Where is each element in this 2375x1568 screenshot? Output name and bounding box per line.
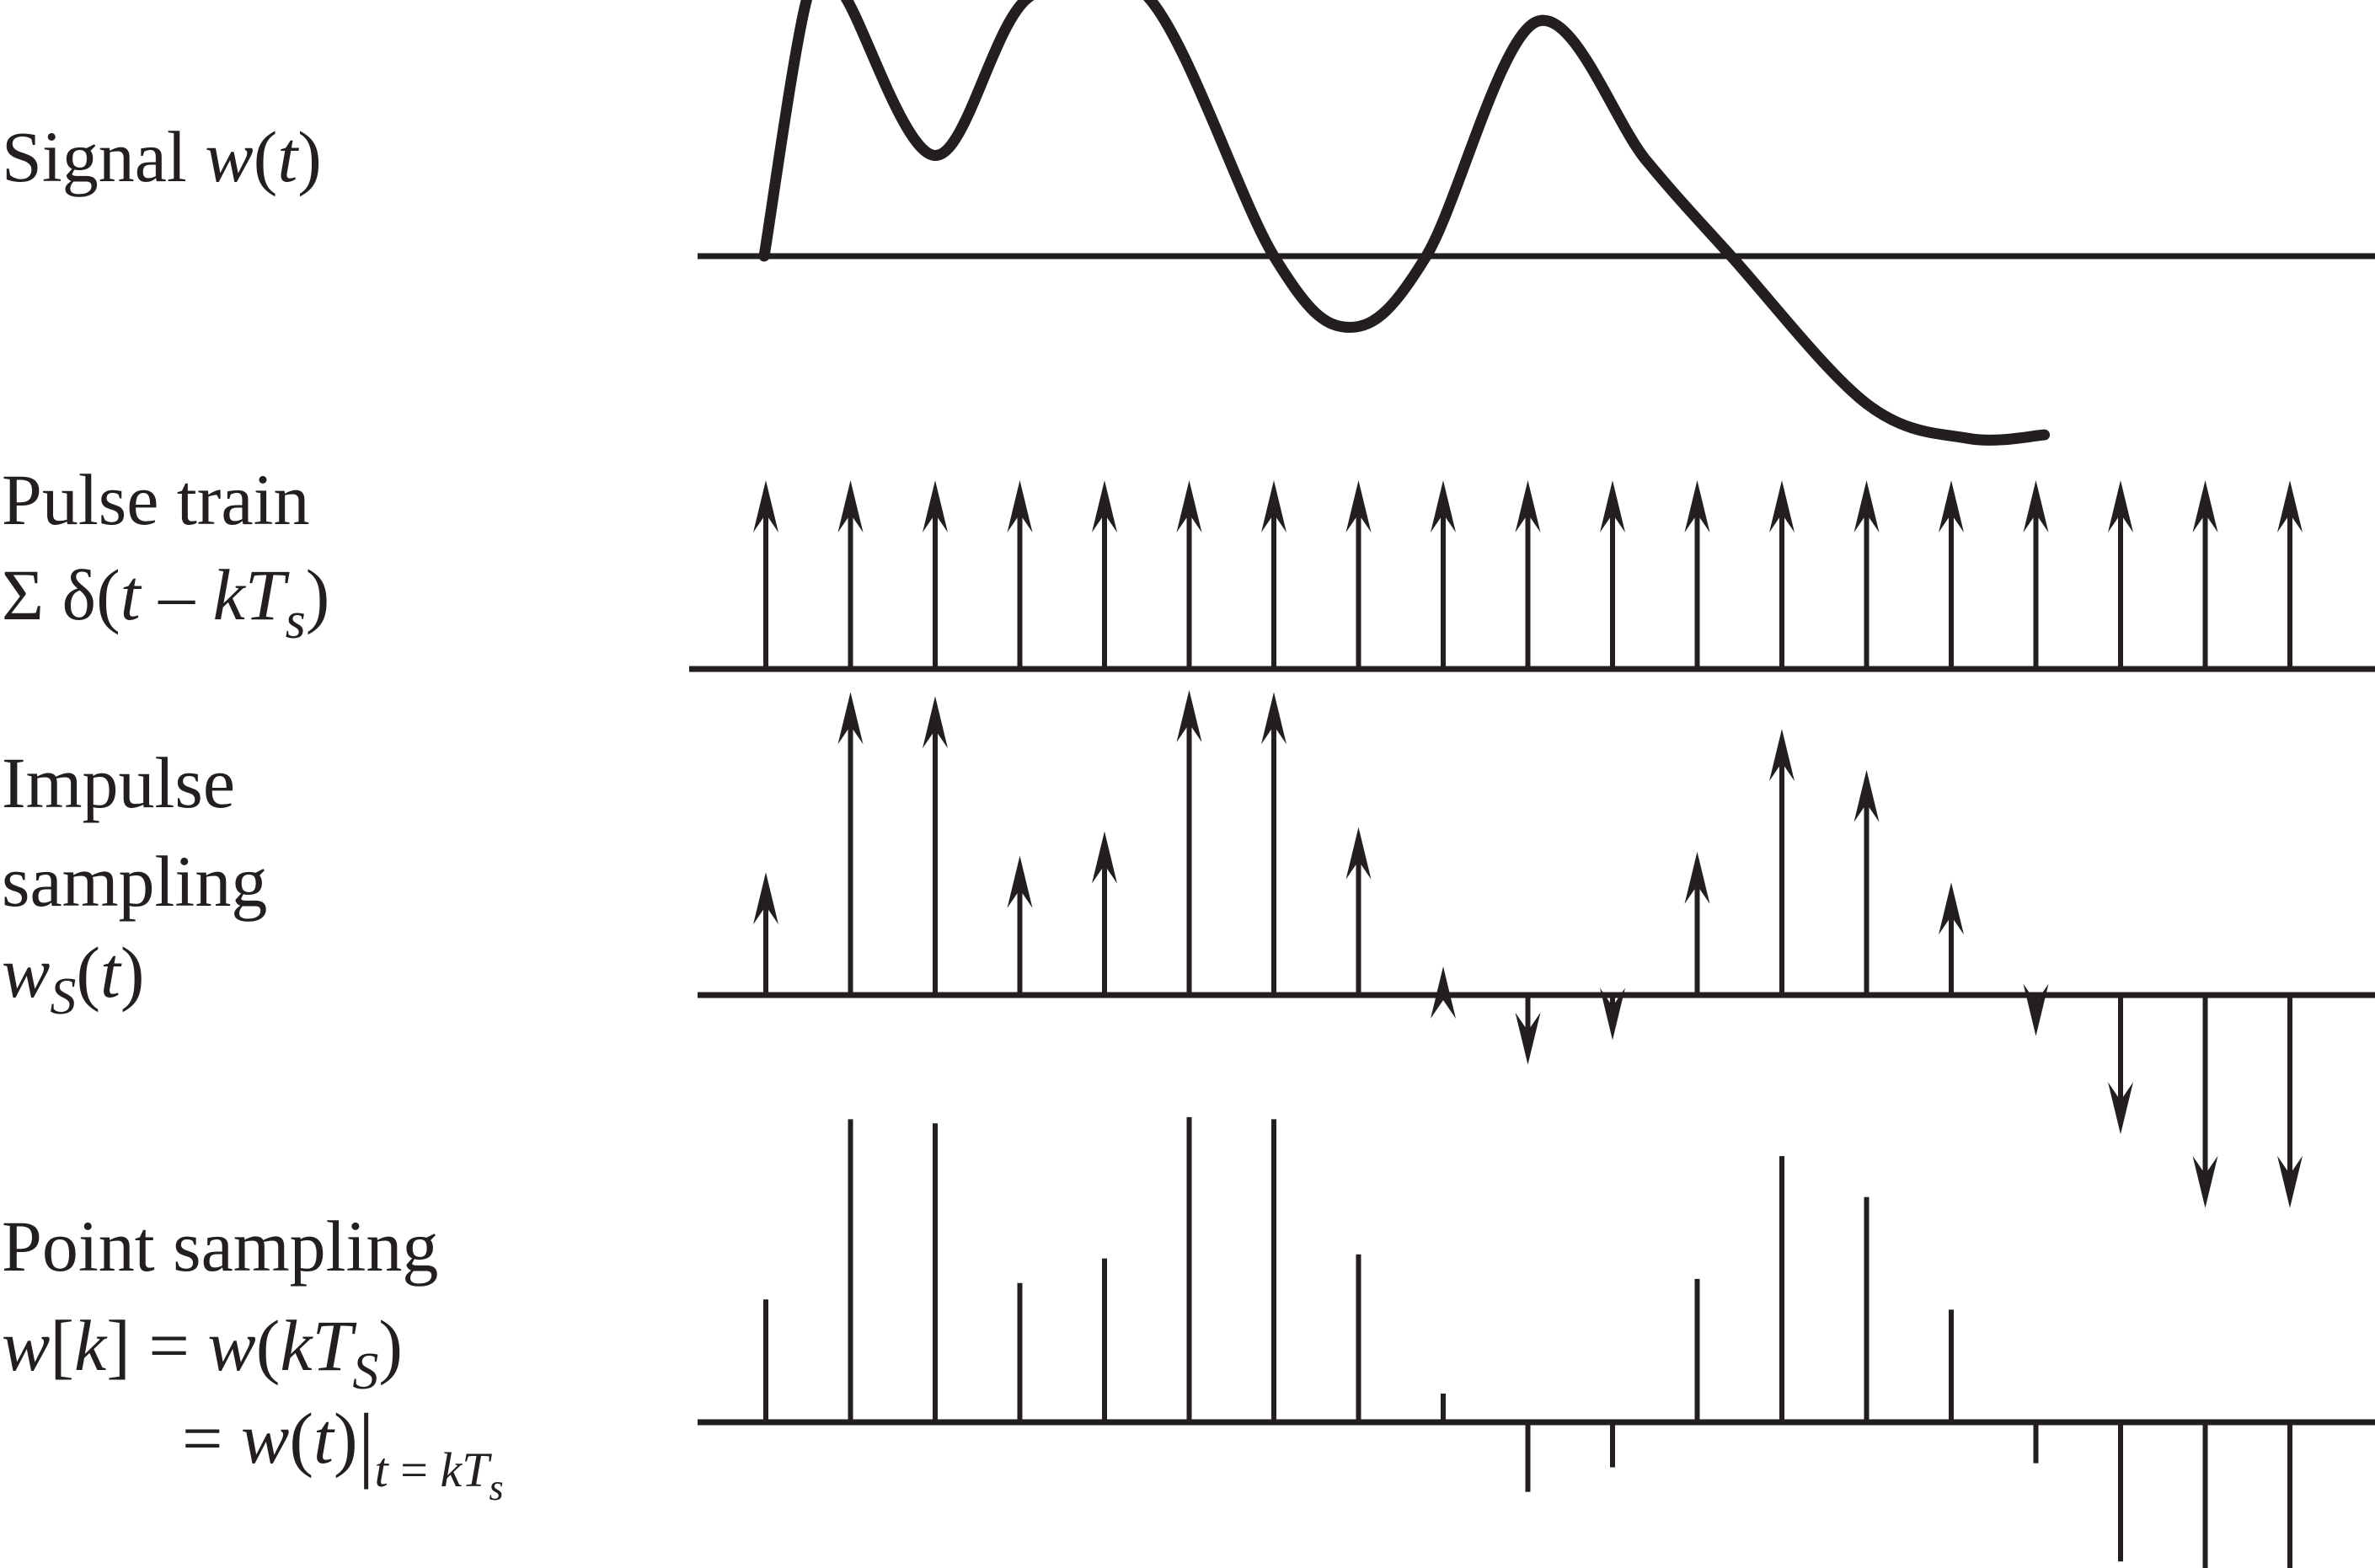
impulse-arrow — [1261, 692, 1286, 995]
pulse-row: Pulse train Σ δ(t – kTs) — [2, 459, 2375, 672]
impulse-arrow — [2023, 983, 2049, 1036]
impulse-arrow — [2108, 995, 2133, 1135]
point-label-line2: w[k] = w(kTS) — [2, 1305, 403, 1400]
signal-label: Signal w(t) — [2, 116, 322, 197]
pulse-label-line1: Pulse train — [2, 459, 309, 540]
impulse-arrow — [923, 696, 948, 995]
impulse-arrow — [2277, 995, 2303, 1208]
pulse-stems — [753, 480, 2303, 669]
pulse-arrow — [2108, 480, 2133, 669]
impulse-label-line1: Impulse — [2, 742, 235, 823]
impulse-label-line2: sampling — [2, 841, 267, 922]
pulse-arrow — [1853, 480, 1880, 669]
signal-row: Signal w(t) — [2, 0, 2375, 446]
pulse-arrow — [753, 480, 778, 669]
pulse-arrow — [923, 480, 948, 669]
pulse-arrow — [1176, 480, 1202, 669]
pulse-arrow — [2277, 480, 2303, 669]
impulse-arrow — [1684, 851, 1710, 995]
impulse-arrow — [1431, 966, 1456, 1019]
pulse-arrow — [1769, 480, 1795, 669]
pulse-arrow — [1600, 480, 1625, 669]
impulse-label-line3: wS(t) — [2, 932, 145, 1025]
pulse-arrow — [1431, 480, 1456, 669]
pulse-arrow — [2023, 480, 2049, 669]
impulse-stems — [753, 689, 2303, 1208]
point-stems — [763, 1116, 2292, 1568]
impulse-arrow — [1176, 689, 1202, 995]
impulse-arrow — [837, 692, 864, 995]
pulse-arrow — [1939, 480, 1964, 669]
impulse-arrow — [1853, 769, 1880, 995]
impulse-arrow — [1939, 882, 1964, 995]
impulse-arrow — [1769, 729, 1795, 995]
impulse-arrow — [1515, 995, 1541, 1065]
pulse-arrow — [1515, 480, 1541, 669]
point-label-line3: = w(t)|t = kTs — [182, 1396, 504, 1508]
impulse-arrow — [753, 872, 778, 995]
pulse-arrow — [1345, 480, 1372, 669]
pulse-label-line2: Σ δ(t – kTs) — [2, 554, 329, 650]
point-label-line1: Point sampling — [2, 1206, 438, 1287]
pulse-arrow — [2192, 480, 2218, 669]
impulse-arrow — [1092, 831, 1117, 995]
pulse-arrow — [837, 480, 864, 669]
pulse-arrow — [1092, 480, 1117, 669]
impulse-arrow — [1600, 987, 1625, 1041]
impulse-arrow — [1007, 855, 1033, 995]
pulse-arrow — [1007, 480, 1033, 669]
impulse-arrow — [2192, 995, 2218, 1208]
point-row: Point sampling w[k] = w(kTS) = w(t)|t = … — [2, 1116, 2375, 1568]
impulse-arrow — [1345, 827, 1372, 995]
signal-curve — [758, 0, 2051, 446]
impulse-row: Impulse sampling wS(t) — [2, 689, 2375, 1208]
pulse-arrow — [1261, 480, 1286, 669]
pulse-arrow — [1684, 480, 1710, 669]
